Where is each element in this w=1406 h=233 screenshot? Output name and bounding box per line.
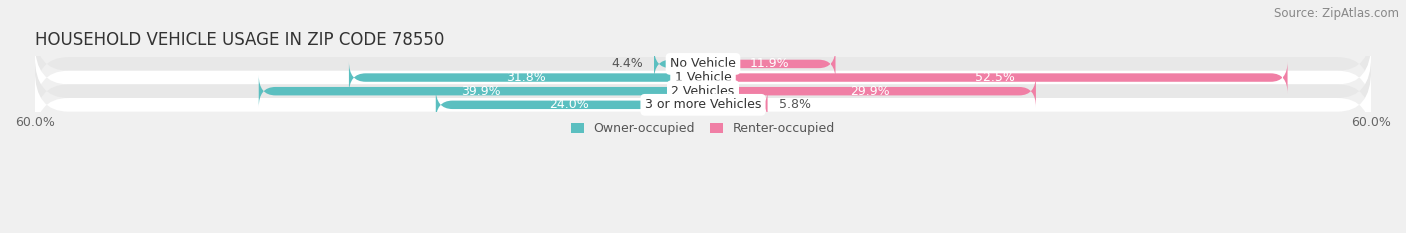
Text: 2 Vehicles: 2 Vehicles <box>672 85 734 98</box>
Text: 11.9%: 11.9% <box>749 57 789 70</box>
Text: 31.8%: 31.8% <box>506 71 546 84</box>
FancyBboxPatch shape <box>703 75 1036 107</box>
Text: 39.9%: 39.9% <box>461 85 501 98</box>
FancyBboxPatch shape <box>259 75 703 107</box>
FancyBboxPatch shape <box>703 48 835 80</box>
Text: 1 Vehicle: 1 Vehicle <box>675 71 731 84</box>
Text: 29.9%: 29.9% <box>849 85 889 98</box>
FancyBboxPatch shape <box>703 61 1288 94</box>
FancyBboxPatch shape <box>349 61 703 94</box>
Text: 5.8%: 5.8% <box>779 98 811 111</box>
FancyBboxPatch shape <box>35 44 1371 112</box>
Legend: Owner-occupied, Renter-occupied: Owner-occupied, Renter-occupied <box>571 122 835 135</box>
Text: 4.4%: 4.4% <box>612 57 643 70</box>
FancyBboxPatch shape <box>35 71 1371 139</box>
FancyBboxPatch shape <box>35 30 1371 98</box>
Text: Source: ZipAtlas.com: Source: ZipAtlas.com <box>1274 7 1399 20</box>
FancyBboxPatch shape <box>436 89 703 121</box>
FancyBboxPatch shape <box>703 89 768 121</box>
FancyBboxPatch shape <box>654 48 703 80</box>
Text: 24.0%: 24.0% <box>550 98 589 111</box>
FancyBboxPatch shape <box>35 57 1371 125</box>
Text: HOUSEHOLD VEHICLE USAGE IN ZIP CODE 78550: HOUSEHOLD VEHICLE USAGE IN ZIP CODE 7855… <box>35 31 444 49</box>
Text: 3 or more Vehicles: 3 or more Vehicles <box>645 98 761 111</box>
Text: No Vehicle: No Vehicle <box>671 57 735 70</box>
Text: 52.5%: 52.5% <box>976 71 1015 84</box>
